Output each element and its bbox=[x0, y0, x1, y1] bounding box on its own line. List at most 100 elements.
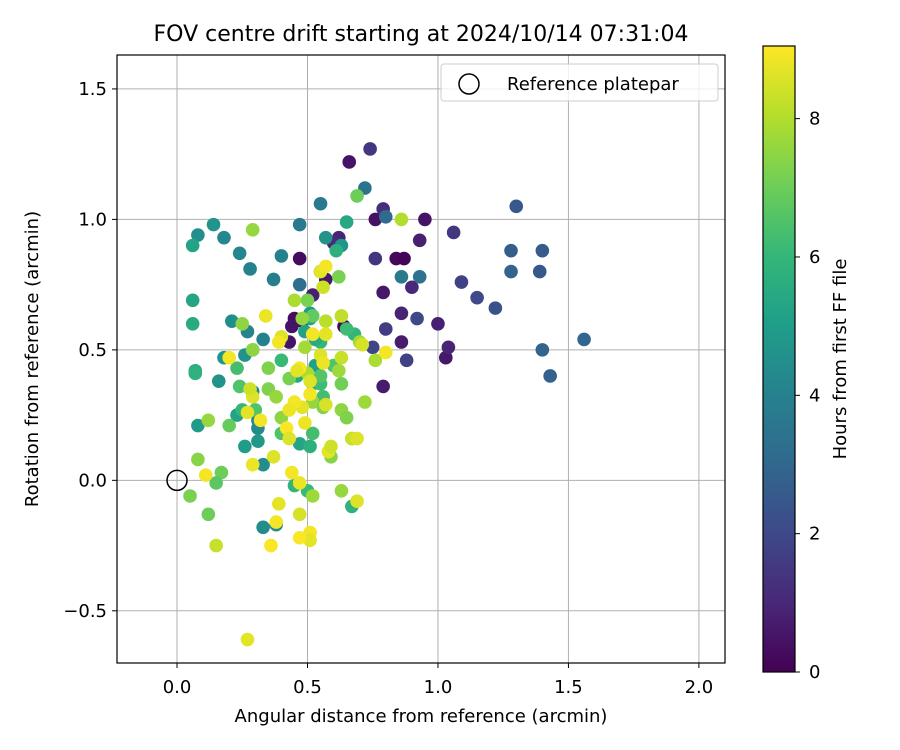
data-point bbox=[454, 275, 469, 289]
legend-label: Reference platepar bbox=[507, 74, 679, 95]
colorbar-gradient bbox=[762, 45, 796, 673]
data-point bbox=[431, 316, 445, 331]
data-point bbox=[240, 405, 255, 420]
data-point bbox=[418, 212, 432, 227]
data-point bbox=[222, 350, 237, 365]
data-point bbox=[300, 293, 315, 308]
data-point bbox=[269, 390, 283, 404]
data-point bbox=[378, 209, 393, 224]
data-point bbox=[535, 243, 550, 258]
data-point bbox=[339, 215, 354, 229]
data-point bbox=[271, 335, 286, 349]
data-point bbox=[394, 270, 409, 284]
data-point bbox=[292, 507, 307, 522]
data-point bbox=[225, 314, 239, 328]
data-point bbox=[235, 316, 250, 331]
data-point bbox=[410, 311, 424, 326]
data-point bbox=[358, 395, 372, 409]
grid bbox=[117, 55, 725, 663]
data-point bbox=[292, 277, 307, 292]
data-point bbox=[394, 212, 409, 227]
data-point bbox=[446, 225, 461, 240]
data-point bbox=[334, 483, 349, 498]
data-point bbox=[256, 520, 270, 535]
data-point bbox=[271, 497, 286, 511]
data-point bbox=[313, 196, 328, 211]
data-point bbox=[245, 457, 260, 472]
data-point bbox=[292, 251, 307, 266]
data-point bbox=[185, 293, 200, 308]
x-tick-label: 0.5 bbox=[293, 677, 322, 698]
data-point bbox=[303, 374, 317, 388]
y-tick-label: 1.0 bbox=[78, 209, 107, 230]
data-point bbox=[305, 489, 320, 503]
y-axis-label: Rotation from reference (arcmin) bbox=[22, 211, 43, 507]
data-point bbox=[183, 489, 197, 503]
data-point bbox=[318, 314, 333, 328]
data-point bbox=[365, 340, 380, 355]
data-point bbox=[206, 217, 221, 232]
data-point bbox=[185, 238, 200, 253]
legend: Reference platepar bbox=[440, 63, 719, 102]
colorbar: 0 2 4 6 8 Hours from first FF file bbox=[762, 45, 851, 683]
data-point bbox=[266, 272, 281, 287]
data-point bbox=[245, 223, 260, 237]
colorbar-tick-label: 0 bbox=[809, 662, 820, 683]
data-point bbox=[209, 538, 223, 553]
data-point bbox=[339, 322, 354, 336]
data-point bbox=[266, 450, 281, 464]
data-point bbox=[368, 251, 383, 266]
data-point bbox=[232, 246, 247, 261]
data-point bbox=[292, 476, 307, 490]
colorbar-tick-label: 6 bbox=[809, 247, 820, 268]
axis-ticks: 0.0 0.5 1.0 1.5 2.0 −0.5 0.0 0.5 1.0 1.5 bbox=[63, 79, 713, 698]
data-point bbox=[368, 212, 383, 227]
data-point bbox=[191, 452, 205, 467]
y-tick-label: 1.5 bbox=[78, 79, 107, 100]
data-point bbox=[470, 290, 484, 305]
data-point bbox=[303, 439, 317, 454]
data-point bbox=[334, 309, 349, 323]
data-point bbox=[543, 369, 557, 383]
data-point bbox=[350, 494, 364, 509]
data-point bbox=[191, 228, 205, 242]
colorbar-label: Hours from first FF file bbox=[830, 259, 851, 460]
y-tick-label: −0.5 bbox=[63, 601, 107, 622]
data-point bbox=[316, 280, 330, 295]
data-point bbox=[318, 230, 333, 245]
data-point bbox=[363, 142, 377, 156]
x-tick-label: 2.0 bbox=[685, 677, 714, 698]
data-point bbox=[504, 264, 518, 279]
data-point bbox=[279, 421, 294, 435]
data-point bbox=[274, 249, 289, 263]
data-point bbox=[264, 538, 278, 553]
data-point bbox=[394, 335, 409, 349]
data-point bbox=[342, 155, 357, 169]
colorbar-tick-label: 4 bbox=[809, 385, 820, 406]
data-points bbox=[166, 142, 591, 647]
data-point bbox=[324, 439, 338, 454]
data-point bbox=[350, 189, 364, 203]
data-point bbox=[243, 262, 257, 276]
data-point bbox=[318, 397, 333, 412]
colorbar-tick-label: 2 bbox=[809, 524, 820, 545]
data-point bbox=[198, 468, 213, 482]
data-point bbox=[488, 301, 503, 315]
data-point bbox=[332, 363, 346, 378]
data-point bbox=[292, 530, 307, 545]
colorbar-tick-label: 8 bbox=[809, 109, 820, 130]
colorbar-ticks: 0 2 4 6 8 bbox=[795, 109, 820, 683]
data-point bbox=[399, 353, 414, 368]
data-point bbox=[292, 217, 307, 232]
data-point bbox=[214, 465, 229, 480]
data-point bbox=[332, 270, 346, 284]
data-point bbox=[305, 327, 320, 342]
data-point bbox=[201, 507, 216, 522]
data-point bbox=[211, 374, 226, 388]
data-point bbox=[253, 413, 268, 428]
x-axis-label: Angular distance from reference (arcmin) bbox=[235, 706, 608, 727]
data-point bbox=[282, 431, 297, 446]
data-point bbox=[355, 337, 370, 352]
